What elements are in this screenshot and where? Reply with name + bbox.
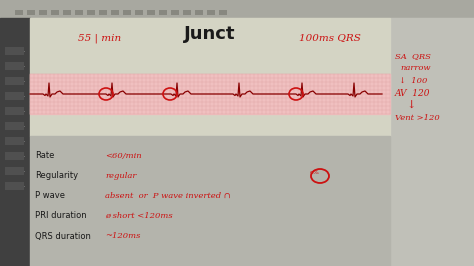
Bar <box>390 18 474 266</box>
Bar <box>111 10 119 15</box>
Bar <box>5 62 24 70</box>
Text: ø short <120ms: ø short <120ms <box>105 212 173 220</box>
Bar <box>207 10 215 15</box>
Bar <box>5 122 24 130</box>
Text: PRI duration: PRI duration <box>35 211 87 221</box>
Bar <box>147 10 155 15</box>
Bar <box>0 0 474 18</box>
Bar <box>219 10 227 15</box>
Bar <box>5 47 24 55</box>
Text: narrow: narrow <box>400 64 430 72</box>
Text: <60/min: <60/min <box>105 152 142 160</box>
Text: 55 | min: 55 | min <box>78 33 121 43</box>
Bar <box>51 10 59 15</box>
Text: ~120ms: ~120ms <box>105 232 140 240</box>
Bar <box>27 10 35 15</box>
Bar <box>75 10 83 15</box>
Bar <box>5 182 24 190</box>
Text: 100ms QRS: 100ms QRS <box>299 34 361 43</box>
Text: AV  120: AV 120 <box>395 89 430 98</box>
Bar <box>87 10 95 15</box>
Bar <box>123 10 131 15</box>
Bar <box>0 18 30 266</box>
Bar <box>135 10 143 15</box>
Bar <box>183 10 191 15</box>
Bar <box>30 136 390 266</box>
Bar <box>39 10 47 15</box>
Bar <box>5 152 24 160</box>
Text: ↓  100: ↓ 100 <box>399 77 428 85</box>
Text: QRS duration: QRS duration <box>35 231 91 240</box>
Text: ↓: ↓ <box>407 101 416 111</box>
Text: Junct: Junct <box>184 25 236 43</box>
Bar <box>5 167 24 175</box>
Text: Regularity: Regularity <box>35 172 78 181</box>
Text: SA  QRS: SA QRS <box>395 52 431 60</box>
Bar <box>63 10 71 15</box>
Text: regular: regular <box>105 172 137 180</box>
Bar <box>5 77 24 85</box>
Bar <box>5 92 24 100</box>
Bar <box>30 18 390 136</box>
Bar <box>15 10 23 15</box>
Bar <box>99 10 107 15</box>
Bar <box>5 137 24 145</box>
Text: absent  or  P wave inverted ∩: absent or P wave inverted ∩ <box>105 192 231 200</box>
Text: Vent >120: Vent >120 <box>395 114 440 122</box>
Text: Rate: Rate <box>35 152 55 160</box>
Bar <box>5 107 24 115</box>
Text: o%: o% <box>310 171 320 176</box>
Bar <box>0 18 474 22</box>
Bar <box>159 10 167 15</box>
Bar <box>171 10 179 15</box>
Text: P wave: P wave <box>35 192 65 201</box>
Bar <box>30 74 390 114</box>
Bar <box>195 10 203 15</box>
